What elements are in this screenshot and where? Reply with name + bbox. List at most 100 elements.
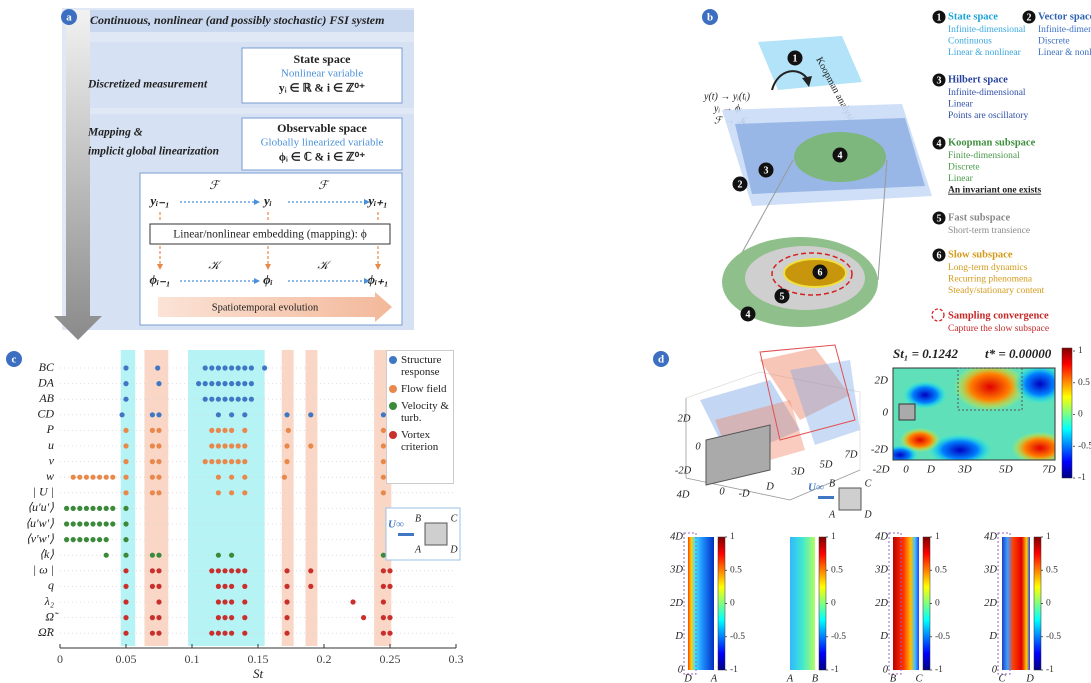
label: 3D: [791, 466, 805, 477]
dot: [216, 631, 221, 636]
dot: [236, 365, 241, 370]
marker-label: 3: [764, 165, 769, 176]
colorbar-label: 1: [935, 532, 940, 542]
dot: [110, 475, 115, 480]
x-tick-label: 0.1: [185, 652, 200, 666]
label: Infinite-dimensional: [948, 87, 1026, 98]
row-label: | ω |: [33, 563, 54, 577]
label: ϕᵢ: [263, 272, 273, 287]
legend-label: Flow field: [401, 383, 447, 395]
dot: [284, 615, 289, 620]
dot: [222, 599, 227, 604]
label: State space: [294, 52, 352, 66]
dot: [236, 381, 241, 386]
dot: [123, 490, 128, 495]
dot: [381, 599, 386, 604]
colorbar-label: 0: [730, 599, 735, 609]
x-axis-title: St: [253, 666, 264, 681]
colorbar-label: 0.5: [1046, 565, 1058, 575]
colorbar-label: -1: [935, 665, 943, 675]
dot: [77, 537, 82, 542]
dot: [196, 381, 201, 386]
x-tick-label: 0.05: [116, 652, 137, 666]
dot: [242, 443, 247, 448]
row-label: ⟨k⟩: [39, 547, 54, 561]
label: 3D: [669, 565, 683, 576]
label: St₁ = 0.1242: [893, 346, 959, 361]
dot: [156, 568, 161, 573]
dot: [123, 537, 128, 542]
dot: [286, 428, 291, 433]
dot: [104, 506, 109, 511]
dot: [90, 475, 95, 480]
colorbar-label: 0.5: [831, 565, 843, 575]
dot: [216, 615, 221, 620]
dot: [381, 631, 386, 636]
dot: [123, 615, 128, 620]
dot: [216, 397, 221, 402]
label: -2D: [871, 444, 888, 456]
dot: [222, 584, 227, 589]
label: C: [915, 673, 923, 683]
dot: [64, 537, 69, 542]
dot: [84, 521, 89, 526]
label: Linear/nonlinear embedding (mapping): ϕ: [173, 229, 367, 241]
label: Fast subspace: [948, 212, 1010, 223]
marker-label: 1: [793, 53, 798, 64]
dot: [242, 599, 247, 604]
dot: [156, 428, 161, 433]
label: State space: [948, 11, 998, 22]
dot: [229, 584, 234, 589]
page: { "panel_a": {"label": "a", "title": "Co…: [0, 0, 1091, 683]
dot: [381, 568, 386, 573]
label: D: [1025, 673, 1034, 683]
row-label: AB: [38, 391, 54, 405]
label: Continuous: [948, 37, 992, 47]
legend-label: Structure response: [401, 354, 451, 378]
dot: [242, 615, 247, 620]
dot: [361, 615, 366, 620]
dot: [90, 506, 95, 511]
sampling-icon: [932, 309, 944, 321]
label: 0: [883, 664, 889, 675]
dot: [222, 397, 227, 402]
dot: [64, 506, 69, 511]
label: B: [415, 513, 421, 524]
label: B: [829, 478, 835, 489]
dot: [242, 397, 247, 402]
label: D: [863, 509, 872, 520]
label: 5D: [820, 459, 833, 470]
marker-label: 4: [746, 309, 751, 320]
label: An invariant one exists: [948, 186, 1041, 196]
dot: [216, 584, 221, 589]
colorbar: [819, 537, 826, 670]
dot: [387, 615, 392, 620]
label: C: [998, 673, 1006, 683]
dot: [123, 397, 128, 402]
dot: [203, 459, 208, 464]
dot: [222, 443, 227, 448]
label: Steady/stationary content: [948, 286, 1045, 296]
dot: [156, 584, 161, 589]
label: 4D: [677, 489, 690, 500]
dot: [156, 631, 161, 636]
dot: [242, 475, 247, 480]
flow-arrow: [398, 533, 414, 536]
dot: [229, 631, 234, 636]
dot: [229, 412, 234, 417]
colorbar-label: 1: [1046, 532, 1051, 542]
colorbar-label: -0.5: [730, 632, 745, 642]
label: Observable space: [277, 121, 367, 135]
dot: [229, 475, 234, 480]
dot: [249, 365, 254, 370]
strip-field: [893, 537, 919, 670]
label: 2D: [984, 598, 997, 609]
label: Globally linearized variable: [261, 137, 384, 149]
label: 2D: [670, 598, 683, 609]
label: yᵢ₋₁: [148, 193, 169, 208]
dot: [150, 428, 155, 433]
colorbar-label: -0.5: [831, 632, 846, 642]
dot: [71, 475, 76, 480]
label: D: [765, 481, 774, 492]
dot: [284, 459, 289, 464]
